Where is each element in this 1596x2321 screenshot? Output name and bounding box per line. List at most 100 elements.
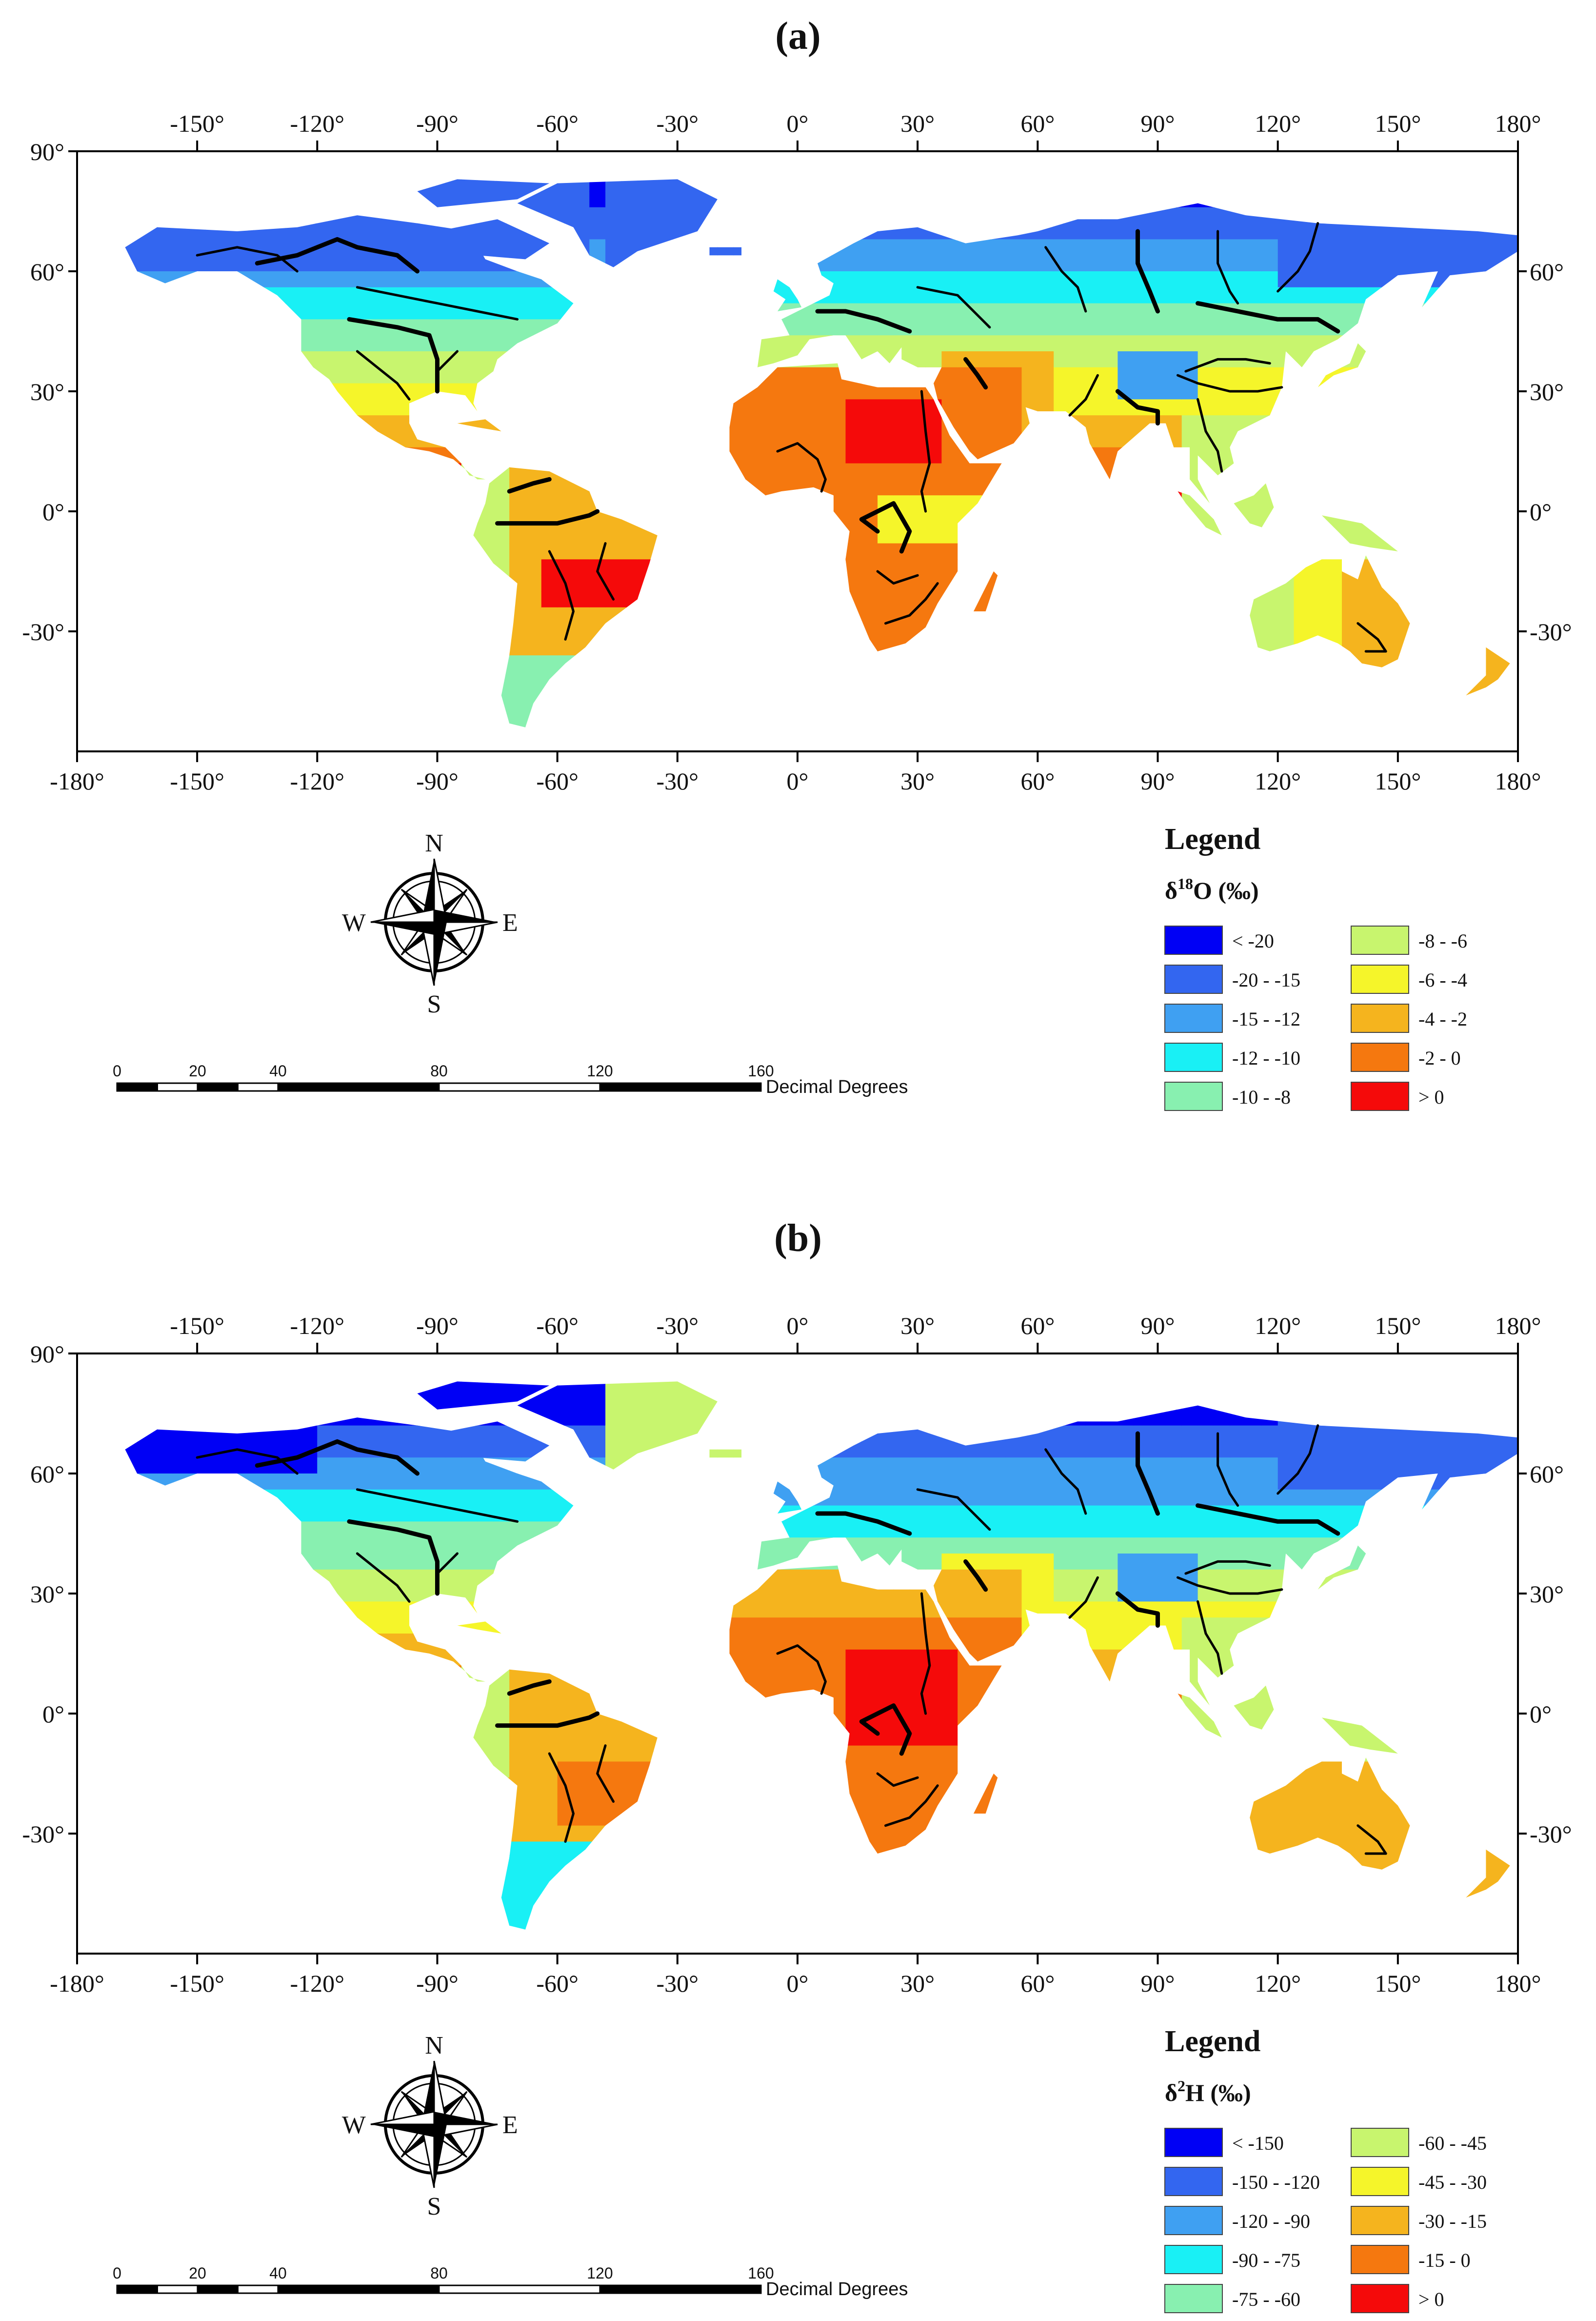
field-cell [1470, 639, 1487, 656]
field-cell [141, 671, 158, 688]
field-cell [509, 1649, 526, 1666]
field-cell [237, 1393, 254, 1410]
field-cell [798, 639, 814, 656]
field-cell [493, 179, 510, 192]
field-cell [93, 544, 110, 560]
field-cell [605, 303, 622, 320]
field-cell [1294, 303, 1311, 320]
field-cell [765, 1521, 782, 1538]
field-cell [1277, 271, 1295, 288]
field-cell [285, 1761, 302, 1778]
field-cell [1454, 399, 1471, 416]
field-cell [77, 1537, 94, 1554]
field-cell [685, 191, 702, 208]
field-cell [365, 719, 382, 727]
field-cell [621, 1393, 638, 1410]
field-cell [589, 1681, 606, 1698]
field-cell [1390, 735, 1406, 752]
river-line [815, 309, 912, 334]
field-cell [605, 223, 622, 240]
field-cell [269, 1409, 286, 1426]
field-cell [1390, 655, 1406, 672]
field-cell [397, 191, 414, 208]
field-cell [573, 527, 590, 544]
field-cell [845, 655, 862, 672]
field-cell [781, 1905, 798, 1922]
field-cell [349, 1585, 366, 1602]
field-cell [461, 479, 478, 496]
field-cell [381, 719, 398, 727]
field-cell [925, 303, 942, 320]
field-cell [781, 1601, 798, 1618]
field-cell [717, 1617, 734, 1634]
field-cell [157, 271, 174, 288]
field-cell [493, 495, 510, 512]
field-cell [989, 719, 1006, 727]
field-cell [493, 1601, 510, 1618]
field-cell [717, 1857, 734, 1874]
field-cell [461, 1714, 478, 1730]
field-cell [157, 1441, 174, 1458]
field-cell [317, 495, 334, 512]
field-cell [557, 367, 574, 384]
field-cell [525, 623, 542, 640]
field-cell [798, 1825, 814, 1842]
field-cell [365, 1841, 382, 1858]
field-cell [349, 179, 366, 192]
field-cell [125, 1729, 142, 1746]
field-cell [1134, 495, 1150, 512]
field-cell [173, 287, 190, 304]
field-cell [893, 479, 910, 496]
field-cell [269, 1874, 286, 1890]
field-cell [477, 223, 494, 240]
field-cell [269, 1441, 286, 1458]
field-cell [1502, 735, 1518, 752]
field-cell [1150, 239, 1166, 256]
field-cell [653, 463, 670, 480]
field-cell [637, 591, 654, 608]
field-cell [878, 591, 894, 608]
field-cell [1406, 223, 1422, 240]
field-cell [989, 287, 1006, 304]
field-cell [798, 1697, 814, 1714]
field-cell [349, 479, 366, 496]
field-cell [237, 351, 254, 368]
field-cell [669, 319, 686, 336]
field-cell [77, 671, 94, 688]
field-cell [237, 1874, 254, 1890]
field-cell [429, 655, 446, 672]
field-cell [445, 1489, 462, 1506]
field-cell [798, 1777, 814, 1794]
field-cell [1021, 271, 1038, 288]
field-cell [333, 559, 350, 576]
field-cell [1085, 655, 1102, 672]
field-cell [525, 671, 542, 688]
field-cell [317, 1905, 334, 1922]
field-cell [941, 179, 958, 192]
field-cell [813, 607, 830, 624]
field-cell [285, 1505, 302, 1522]
field-cell [1134, 463, 1150, 480]
field-cell [605, 1634, 622, 1650]
field-cell [701, 511, 718, 528]
field-cell [493, 335, 510, 352]
field-cell [509, 223, 526, 240]
field-cell [589, 179, 606, 192]
field-cell [813, 399, 830, 416]
field-cell [541, 287, 558, 304]
field-cell [1037, 287, 1054, 304]
field-cell [1357, 447, 1375, 464]
field-cell [557, 255, 574, 272]
field-cell [1277, 495, 1295, 512]
field-cell [461, 655, 478, 672]
field-cell [461, 1697, 478, 1714]
field-cell [621, 1617, 638, 1634]
field-cell [189, 1425, 206, 1442]
field-cell [365, 1921, 382, 1930]
bottom-lon-label: 30° [900, 767, 935, 795]
field-cell [269, 511, 286, 528]
field-cell [1357, 255, 1375, 272]
field-cell [157, 687, 174, 704]
field-cell [653, 1761, 670, 1778]
field-cell [974, 687, 990, 704]
